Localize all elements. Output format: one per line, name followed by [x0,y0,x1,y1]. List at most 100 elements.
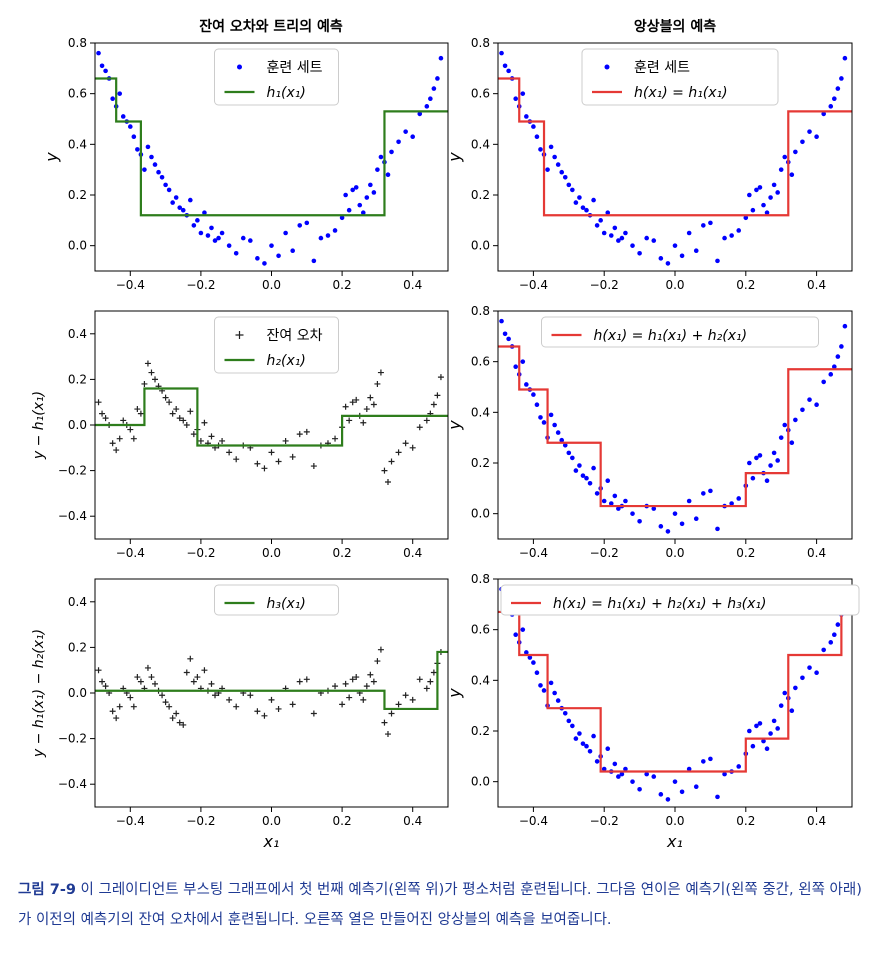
data-point [789,708,795,714]
data-point [198,230,204,236]
data-point [152,376,159,383]
data-point [233,456,240,463]
data-point [775,726,780,731]
data-point [99,410,106,417]
data-point [754,455,759,461]
data-point [130,435,137,442]
axes-frame [497,578,853,808]
data-point [768,463,773,468]
data-point [377,369,384,376]
legend-box [581,48,779,106]
axes-frame [497,310,853,540]
data-point [513,364,518,370]
data-point [332,435,339,442]
legend-box [500,584,860,616]
data-point [566,450,572,456]
data-point [548,412,554,418]
data-point [832,96,837,102]
data-point [616,238,621,243]
data-point [531,124,536,129]
data-point [219,230,225,236]
axes-frame [94,578,449,808]
data-point [166,703,173,710]
data-point [190,678,197,685]
data-point [552,422,557,428]
data-point [747,192,752,198]
data-point [169,410,176,417]
data-point [363,683,370,690]
panel-left-middle: −0.4 −0.2 0.0 0.2 0.4 −0.4 −0.2 0.0 0.2 0.4 y − h₁… [31,310,449,560]
x-tick-label: 0.2 [736,814,755,828]
data-point [502,63,508,69]
data-point [764,478,770,484]
figure-caption: 그림 7-9 이 그레이디언트 부스팅 그래프에서 첫 번째 예측기(왼쪽 위)… [18,875,868,935]
data-point [623,498,628,504]
data-point [134,406,141,413]
data-point [156,169,161,175]
data-point [427,678,434,685]
data-point [325,233,331,238]
data-point [332,683,339,690]
x-tick-label: 0.2 [333,546,352,560]
data-point [562,174,568,180]
data-point [619,771,625,777]
data-point [191,223,197,228]
data-point [173,406,180,413]
data-point [187,655,194,662]
data-point [520,359,526,364]
data-point [771,450,777,456]
data-point [584,743,589,749]
data-point [608,501,614,506]
data-point [303,676,310,683]
data-point [832,364,837,370]
data-point [254,708,261,715]
data-point [573,200,579,205]
y-tick-label: 0.4 [471,405,490,419]
data-point [807,397,812,402]
data-point [601,498,607,504]
data-point [360,696,367,703]
data-point [651,238,657,243]
data-point [262,261,267,266]
data-point [226,696,233,703]
data-point [368,182,373,188]
data-point [360,210,366,216]
data-point [141,380,148,387]
data-point [651,774,657,779]
data-point [814,134,819,140]
data-point [304,220,310,226]
data-point [814,670,819,676]
data-point [194,674,201,681]
x-tick-label: 0.4 [403,814,422,828]
data-point [555,430,561,435]
data-point [370,401,377,408]
data-point [527,655,533,660]
data-point [775,190,780,195]
legend-box [541,316,819,348]
legend: h(x₁) = h₁(x₁) + h₂(x₁) + h₃(x₁) [500,584,860,616]
data-point [435,76,440,81]
data-point [275,705,282,712]
data-point [416,424,423,431]
data-point [188,197,193,203]
data-point [573,736,579,741]
data-point [353,185,359,190]
data-point [110,96,115,102]
data-point [800,407,805,413]
data-point [127,426,134,433]
data-point [180,207,186,213]
data-point [388,710,395,717]
data-point [541,420,547,425]
data-point [248,238,253,243]
data-point [289,701,296,708]
data-point [363,406,370,413]
data-point [159,692,166,699]
data-point [410,134,416,140]
data-point [180,721,187,728]
data-point [170,200,175,205]
data-point [552,690,557,696]
data-point [775,458,780,463]
legend-label: h₁(x₁) [267,85,306,101]
x-tick-label: 0.0 [262,546,281,560]
data-point [268,696,275,703]
